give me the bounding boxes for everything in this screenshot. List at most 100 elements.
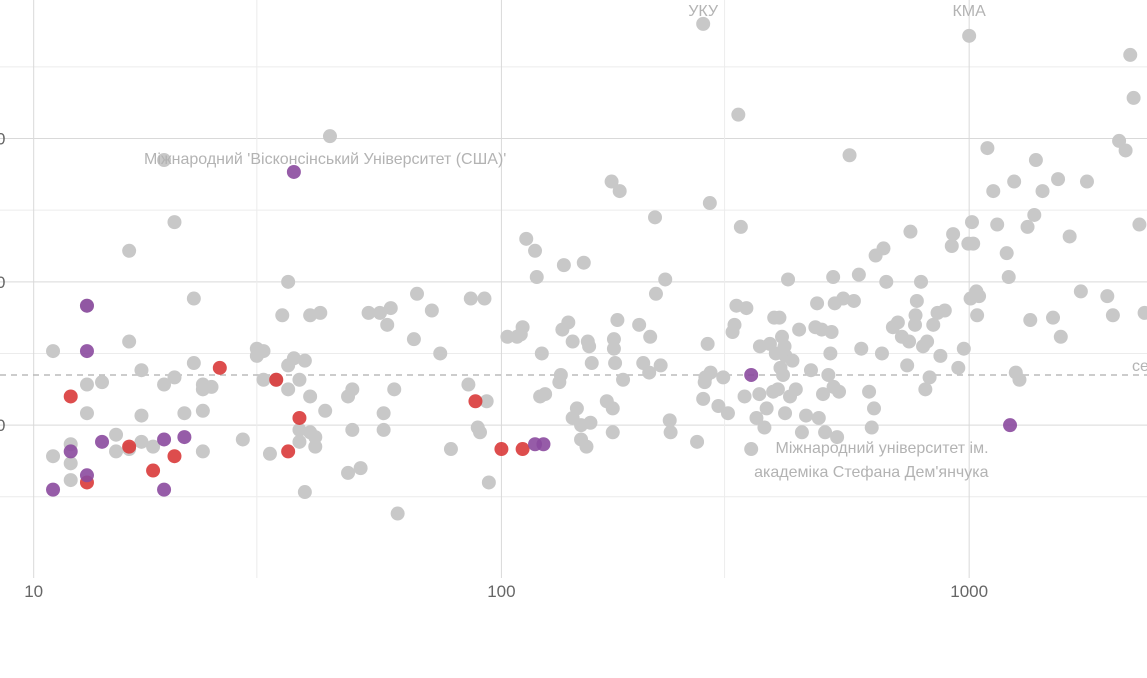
point-other-0-126 [690,434,705,449]
point-other-0-40 [281,382,296,397]
point-other-0-163 [785,353,800,368]
point-other-0-115 [616,372,631,387]
point-other-0-26 [195,444,210,459]
point-red-2-6 [269,372,284,387]
point-other-0-61 [372,305,387,320]
point-other-0-198 [900,358,915,373]
point-red-2-9 [468,394,483,409]
point-other-0-174 [818,425,833,440]
point-other-0-58 [345,382,360,397]
mean-line-group: се [0,358,1147,376]
point-other-0-44 [292,372,307,387]
point-other-0-243 [1100,289,1115,304]
point-other-0-46 [297,485,312,500]
point-other-0-111 [606,341,621,356]
point-other-0-116 [632,317,647,332]
point-other-0-233 [1023,313,1038,328]
point-other-0-78 [479,394,494,409]
point-other-0-53 [318,403,333,418]
point-other-0-183 [836,291,851,306]
x-tick-label-2: 1000 [950,582,988,601]
point-purple-3-7 [157,482,172,497]
gridlines [0,0,1147,578]
point-other-0-103 [582,339,597,354]
point-red-2-0 [63,389,78,404]
point-other-0-104 [583,415,598,430]
point-other-0-213 [944,239,959,254]
point-other-0-176 [823,346,838,361]
point-other-0-143 [744,442,759,457]
point-other-0-130 [700,336,715,351]
point-other-0-187 [854,341,869,356]
point-other-0-107 [604,174,619,189]
data-points [46,16,1147,521]
point-other-0-105 [584,356,599,371]
point-other-0-113 [610,313,625,328]
point-other-0-223 [972,289,987,304]
point-other-0-226 [990,217,1005,232]
point-other-0-161 [781,272,796,287]
point-other-0-109 [605,401,620,416]
point-other-0-94 [561,315,576,330]
point-other-0-186 [851,267,866,282]
point-other-0-216 [956,341,971,356]
point-other-0-219 [964,215,979,230]
annotation-1: КМА [952,3,986,20]
point-other-0-70 [424,303,439,318]
point-other-0-202 [908,308,923,323]
point-other-0-242 [1079,174,1094,189]
point-other-0-141 [737,389,752,404]
point-other-0-12 [122,334,137,349]
point-other-0-246 [1118,143,1133,158]
point-red-2-3 [146,463,161,478]
point-other-0-168 [803,363,818,378]
point-other-0-14 [134,408,149,423]
point-other-0-182 [832,384,847,399]
point-other-0-19 [157,377,172,392]
point-red-2-8 [281,444,296,459]
point-red-2-11 [515,442,530,457]
mean-line-label: се [1132,358,1147,375]
point-other-0-67 [390,506,405,521]
point-other-0-123 [658,272,673,287]
point-other-0-71 [433,346,448,361]
point-other-0-93 [556,258,571,273]
point-other-0-3 [63,473,78,488]
point-purple-3-9 [286,164,301,179]
point-other-0-173 [816,387,831,402]
point-other-0-167 [799,408,814,423]
point-other-0-22 [177,406,192,421]
point-purple-3-5 [95,434,110,449]
point-other-0-238 [1051,172,1066,187]
point-other-0-86 [529,270,544,285]
point-other-0-207 [920,334,935,349]
point-other-0-34 [256,372,271,387]
point-other-0-42 [292,422,307,437]
point-other-0-184 [842,148,857,163]
point-other-0-76 [473,425,488,440]
point-other-0-80 [500,329,515,344]
point-other-0-241 [1073,284,1088,299]
point-other-0-119 [643,329,658,344]
point-other-0-133 [711,399,726,414]
point-other-0-9 [109,427,124,442]
point-other-0-196 [890,315,905,330]
point-other-0-200 [903,224,918,239]
point-other-0-101 [579,439,594,454]
point-other-0-100 [576,255,591,270]
point-other-0-112 [608,356,623,371]
y-tick-label-2: 0 [0,130,5,149]
point-other-0-30 [235,432,250,447]
point-other-0-7 [79,406,94,421]
annotation-4: академіка Стефана Дем'янчука [754,464,988,481]
point-other-0-79 [481,475,496,490]
point-other-0-122 [653,358,668,373]
annotation-0: УКУ [688,3,719,20]
point-purple-3-3 [79,344,94,359]
point-other-0-199 [902,334,917,349]
point-red-2-4 [167,449,182,464]
point-other-0-177 [824,324,839,339]
point-other-0-17 [146,439,161,454]
point-other-0-66 [387,382,402,397]
